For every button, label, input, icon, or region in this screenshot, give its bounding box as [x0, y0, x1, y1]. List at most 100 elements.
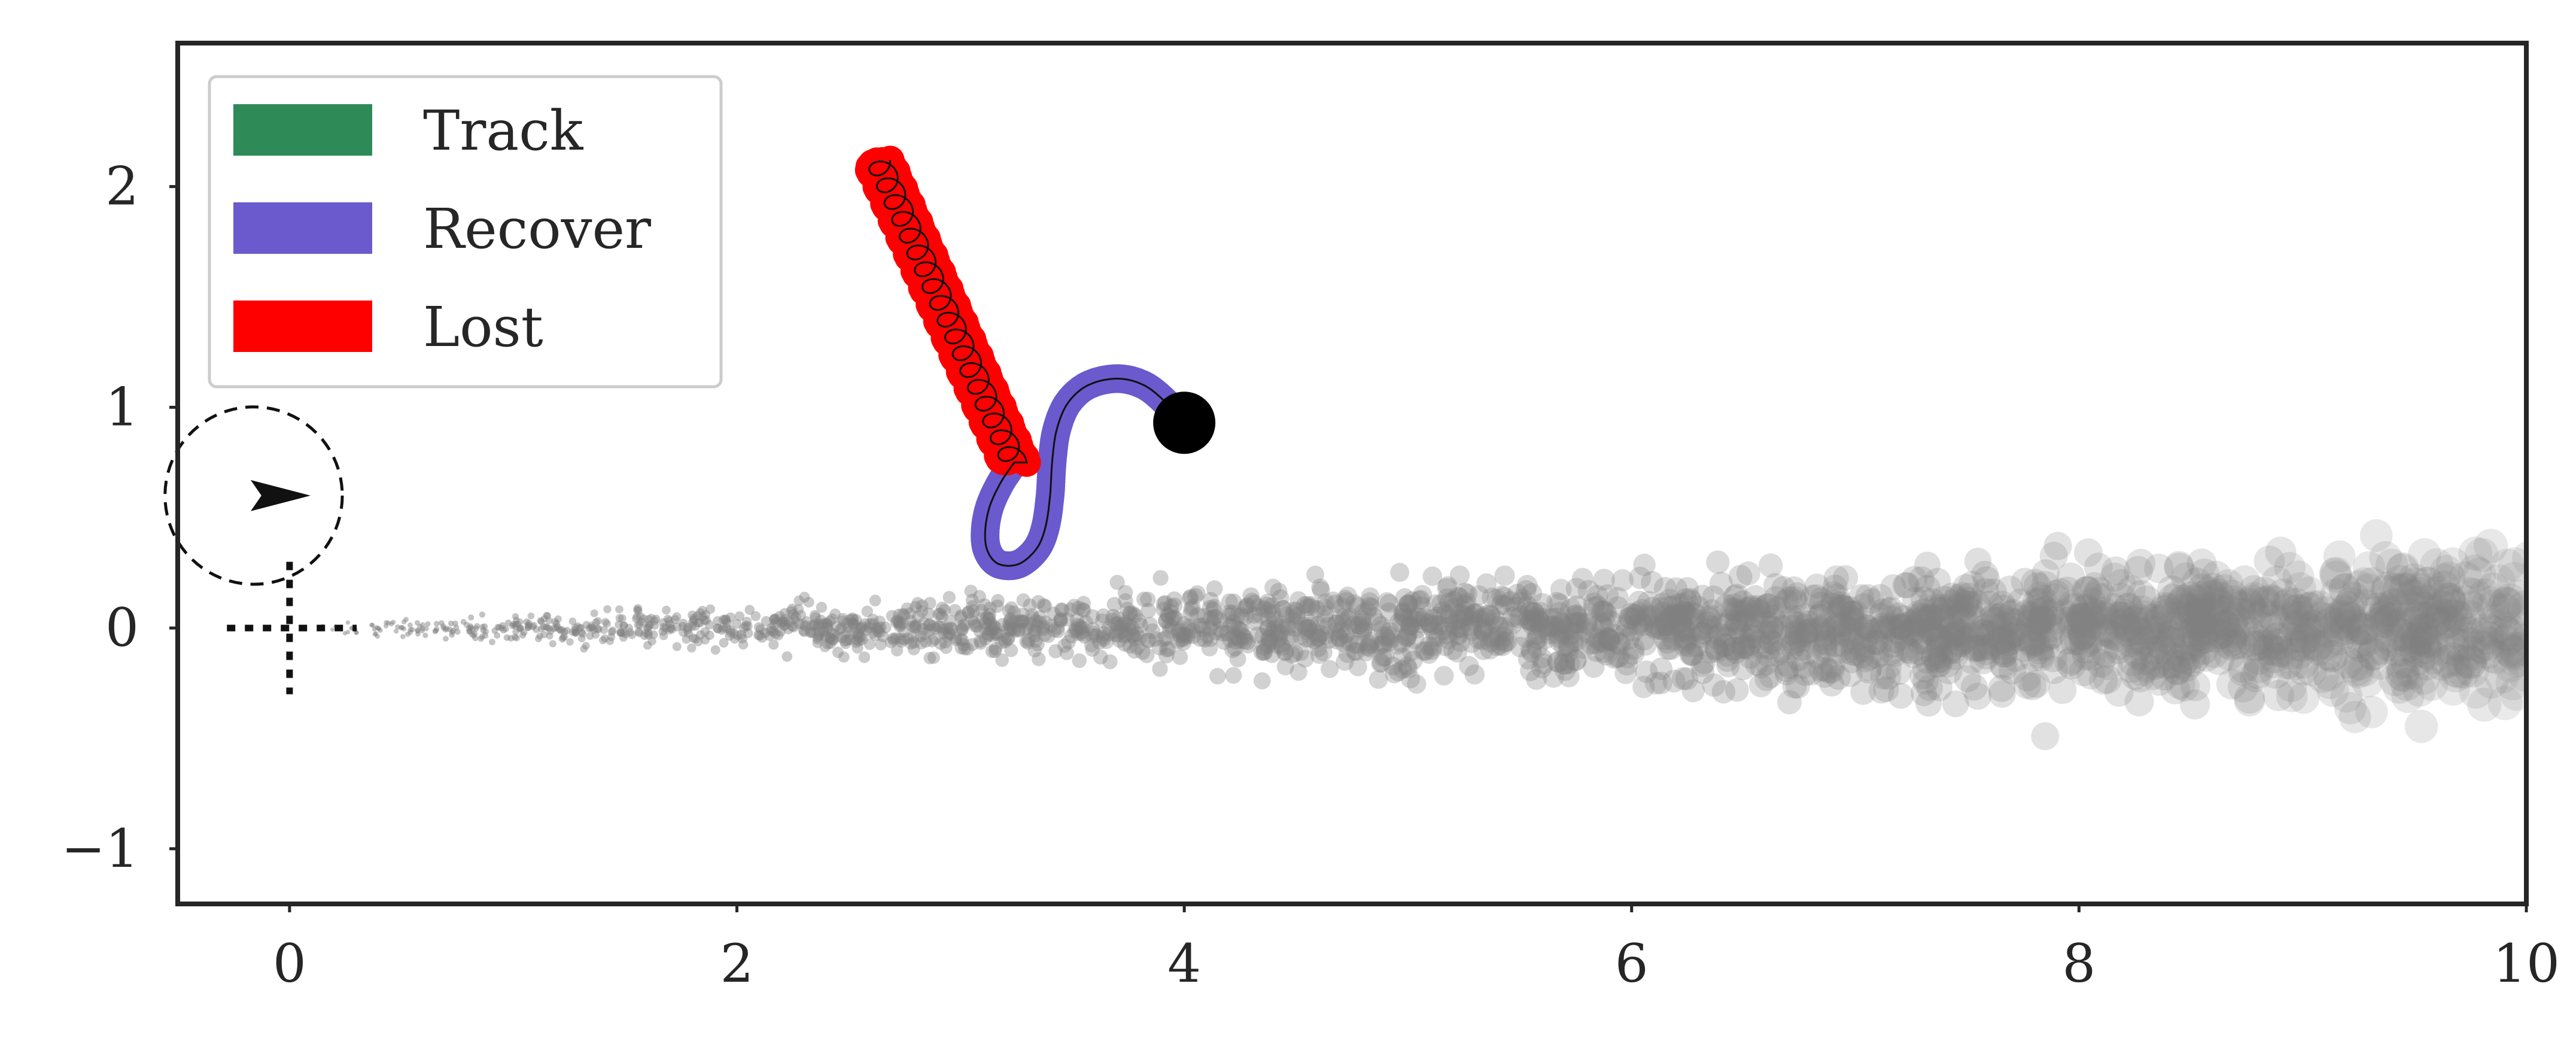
particle-point	[828, 634, 839, 646]
particle-point	[2199, 621, 2230, 652]
particle-point	[2397, 563, 2431, 597]
particle-point	[1999, 599, 2027, 627]
particle-point	[1823, 632, 1848, 657]
particle-point	[917, 617, 930, 630]
particle-point	[1745, 595, 1771, 620]
particle-point	[2368, 600, 2401, 633]
particle-point	[1184, 599, 1201, 615]
particle-point	[1856, 655, 1882, 681]
particle-point	[1492, 636, 1513, 657]
particle-point	[2149, 660, 2179, 691]
particle-point	[1944, 628, 1971, 655]
particle-point	[2358, 633, 2391, 666]
particle-point	[1255, 638, 1273, 656]
particle-point	[2088, 600, 2118, 629]
particle-point	[1816, 658, 1842, 684]
particle-point	[518, 624, 525, 632]
particle-point	[1283, 646, 1301, 664]
particle-point	[2180, 643, 2210, 673]
particle-point	[1462, 610, 1483, 631]
particle-point	[1440, 604, 1460, 624]
particle-point	[2058, 603, 2088, 632]
particle-point	[2479, 640, 2514, 675]
particle-point	[1170, 633, 1187, 650]
particle-point	[1549, 593, 1570, 615]
particle-point	[2173, 593, 2203, 624]
particle-point	[393, 629, 399, 634]
particle-point	[1595, 603, 1617, 626]
particle-point	[922, 608, 935, 620]
particle-point	[645, 620, 654, 629]
particle-point	[1234, 627, 1251, 645]
particle-point	[1434, 666, 1454, 686]
particle-point	[1335, 608, 1354, 627]
particle-point	[2259, 657, 2291, 689]
particle-point	[1523, 602, 1544, 623]
particle-point	[2332, 591, 2365, 624]
particle-point	[1179, 628, 1196, 645]
particle-point	[1939, 623, 1966, 650]
particle-point	[954, 609, 968, 623]
particle-point	[2136, 604, 2166, 634]
particle-point	[1880, 574, 1906, 600]
particle-point	[1424, 620, 1443, 641]
particle-point	[1151, 639, 1168, 655]
particle-point	[2023, 572, 2052, 600]
particle-point	[954, 611, 968, 624]
particle-point	[1161, 617, 1178, 633]
particle-point	[1166, 591, 1182, 608]
particle-point	[2126, 548, 2156, 578]
particle-point	[1354, 618, 1373, 637]
particle-point	[559, 634, 567, 642]
particle-point	[1696, 611, 1720, 635]
particle-point	[1912, 668, 1939, 695]
particle-point	[1768, 639, 1793, 663]
particle-point	[1306, 623, 1324, 642]
particle-point	[2217, 626, 2248, 657]
particle-point	[2282, 609, 2315, 641]
particle-point	[499, 622, 506, 629]
particle-point	[1410, 608, 1430, 627]
particle-point	[1027, 643, 1042, 658]
particle-point	[1598, 629, 1621, 651]
particle-point	[395, 624, 400, 630]
particle-point	[556, 627, 565, 635]
particle-point	[1019, 634, 1033, 649]
particle-point	[841, 634, 853, 646]
particle-point	[956, 633, 969, 647]
particle-point	[1416, 641, 1435, 661]
particle-point	[2063, 609, 2093, 639]
particle-point	[813, 627, 825, 638]
particle-point	[1349, 635, 1368, 654]
particle-point	[466, 628, 473, 635]
particle-point	[1087, 626, 1102, 641]
particle-point	[544, 612, 552, 620]
particle-point	[1510, 636, 1531, 658]
particle-point	[1091, 635, 1107, 650]
particle-point	[1752, 620, 1777, 645]
particle-point	[1466, 603, 1487, 624]
particle-point	[2018, 630, 2046, 658]
particle-point	[793, 618, 804, 629]
particle-point	[923, 651, 936, 664]
particle-point	[1630, 611, 1653, 633]
particle-point	[1972, 638, 2000, 666]
particle-point	[1102, 654, 1118, 669]
particle-point	[2311, 609, 2344, 641]
particle-point	[1354, 621, 1373, 641]
particle-point	[1004, 601, 1018, 615]
particle-point	[1989, 627, 2017, 654]
particle-point	[2180, 670, 2211, 702]
particle-point	[1952, 573, 1979, 601]
particle-point	[2239, 582, 2270, 613]
particle-point	[879, 621, 892, 634]
particle-point	[935, 602, 949, 615]
particle-point	[1541, 608, 1563, 630]
particle-point	[2511, 593, 2526, 629]
particle-point	[973, 624, 987, 638]
particle-point	[1400, 615, 1419, 635]
particle-point	[912, 610, 924, 623]
particle-point	[1654, 576, 1677, 600]
particle-point	[2002, 644, 2030, 672]
particle-point	[1225, 618, 1243, 636]
